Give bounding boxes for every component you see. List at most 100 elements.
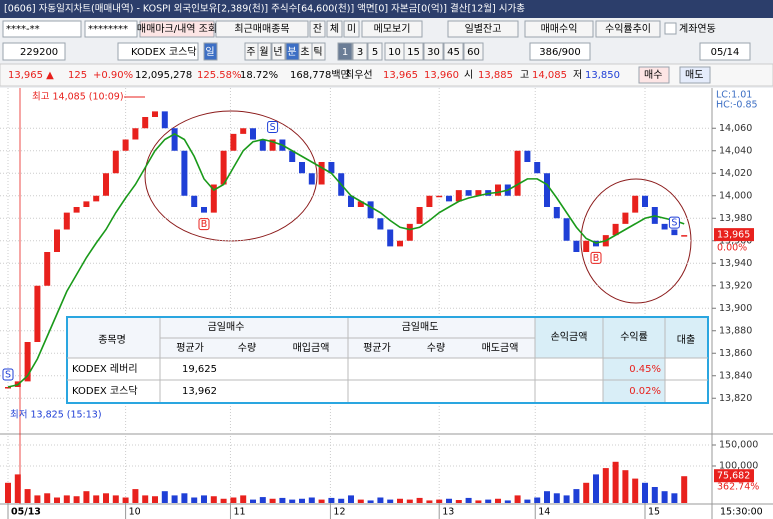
- volume-bar: [387, 499, 394, 503]
- volume-bar: [240, 495, 247, 503]
- button-label[interactable]: 체: [330, 23, 339, 35]
- period-label[interactable]: 월: [259, 46, 268, 58]
- count-field[interactable]: [529, 42, 591, 61]
- interval-label[interactable]: 15: [407, 47, 420, 58]
- interval-button[interactable]: [337, 42, 353, 61]
- volume-bar: [377, 497, 384, 503]
- candle: [112, 150, 119, 174]
- volume-bar: [475, 500, 482, 503]
- period-label[interactable]: 일: [205, 46, 214, 58]
- interval-label[interactable]: 10: [388, 47, 401, 58]
- volume-bar: [14, 474, 21, 503]
- interval-button[interactable]: [403, 42, 424, 61]
- last-change: 0.00%: [717, 243, 747, 254]
- candle: [661, 223, 668, 230]
- button-label[interactable]: 매매마크/내역 조회: [137, 23, 217, 35]
- toolbar-button[interactable]: [595, 20, 661, 38]
- time-label: 15:30:00: [720, 507, 763, 518]
- period-label[interactable]: 년: [273, 46, 282, 58]
- volume-bar: [63, 495, 70, 503]
- button-label[interactable]: 메모보기: [374, 23, 411, 35]
- order-label[interactable]: 매수: [644, 69, 662, 81]
- interval-label[interactable]: 3: [357, 47, 363, 58]
- candle: [161, 111, 168, 129]
- period-button[interactable]: [271, 42, 286, 61]
- button-label[interactable]: 수익률추이: [605, 23, 651, 35]
- candle: [191, 195, 198, 207]
- interval-label[interactable]: 1: [342, 47, 348, 58]
- candle: [269, 139, 276, 151]
- toolbar-button[interactable]: [139, 20, 215, 38]
- volume-bar: [367, 500, 374, 503]
- checkbox-label[interactable]: 계좌연동: [679, 23, 716, 35]
- interval-label[interactable]: 30: [427, 47, 440, 58]
- volume-bar: [583, 482, 590, 503]
- password-field[interactable]: [84, 20, 138, 38]
- button-label[interactable]: 매매수익: [541, 23, 578, 35]
- name-field[interactable]: [117, 42, 199, 61]
- volume-bar: [681, 476, 688, 503]
- y-tick-label: 14,020: [719, 168, 752, 179]
- last-volume-box: [714, 469, 754, 483]
- interval-button[interactable]: [463, 42, 484, 61]
- last-price: 13,965: [717, 230, 750, 241]
- period-label[interactable]: 틱: [313, 46, 322, 58]
- interval-button[interactable]: [367, 42, 383, 61]
- button-label[interactable]: 미: [347, 23, 356, 35]
- candle: [563, 218, 570, 241]
- period-label[interactable]: 분: [287, 46, 296, 58]
- checkbox[interactable]: [664, 22, 677, 35]
- trade-marker: [590, 251, 602, 264]
- interval-button[interactable]: [352, 42, 368, 61]
- button-label[interactable]: 최근매매종목: [234, 23, 289, 35]
- period-button[interactable]: [257, 42, 272, 61]
- period-label[interactable]: 주: [246, 47, 255, 58]
- quote-item: 최우선: [345, 69, 373, 81]
- interval-label[interactable]: 60: [467, 47, 480, 58]
- button-label[interactable]: 일별잔고: [465, 23, 502, 35]
- candle: [573, 240, 580, 252]
- volume-bar: [299, 498, 305, 503]
- toolbar-button[interactable]: [447, 20, 519, 38]
- trade-marker: [668, 216, 680, 229]
- volume-bar: [308, 497, 315, 503]
- toolbar-button[interactable]: [215, 20, 309, 38]
- account-field[interactable]: [2, 20, 82, 38]
- candle: [230, 133, 237, 151]
- period-button[interactable]: [203, 42, 218, 61]
- order-button[interactable]: [679, 66, 711, 84]
- toolbar-button[interactable]: [524, 20, 594, 38]
- toolbar-button[interactable]: [309, 20, 326, 38]
- code-field[interactable]: [2, 42, 66, 61]
- date-field[interactable]: [699, 42, 751, 61]
- order-label[interactable]: 매도: [685, 69, 703, 81]
- candle: [34, 285, 41, 342]
- volume-ratio: 362.74%: [717, 482, 759, 493]
- candle: [201, 207, 207, 213]
- y-tick-label: 13,840: [719, 370, 752, 381]
- button-label[interactable]: 잔: [313, 23, 322, 35]
- low-label: 최저 13,825 (15:13): [10, 410, 102, 421]
- interval-label[interactable]: 5: [372, 47, 378, 58]
- period-button[interactable]: [311, 42, 326, 61]
- candle: [5, 387, 11, 389]
- order-button[interactable]: [638, 66, 670, 84]
- toolbar-button[interactable]: [361, 20, 423, 38]
- interval-button[interactable]: [443, 42, 464, 61]
- volume-bar: [661, 491, 668, 503]
- password: ********: [88, 24, 128, 35]
- lc-label: LC:1.01: [716, 90, 752, 101]
- candle: [495, 184, 501, 196]
- volume-bar: [269, 498, 276, 503]
- toolbar-button[interactable]: [326, 20, 343, 38]
- y-tick-label: 14,000: [719, 190, 752, 201]
- interval-label[interactable]: 45: [447, 47, 460, 58]
- volume-bar: [348, 495, 354, 503]
- volume-bar: [318, 499, 325, 503]
- interval-button[interactable]: [423, 42, 444, 61]
- period-label[interactable]: 초: [300, 46, 309, 58]
- x-tick-label: 05/13: [11, 507, 41, 518]
- candle: [348, 195, 354, 207]
- toolbar-button[interactable]: [343, 20, 360, 38]
- candle: [681, 235, 688, 237]
